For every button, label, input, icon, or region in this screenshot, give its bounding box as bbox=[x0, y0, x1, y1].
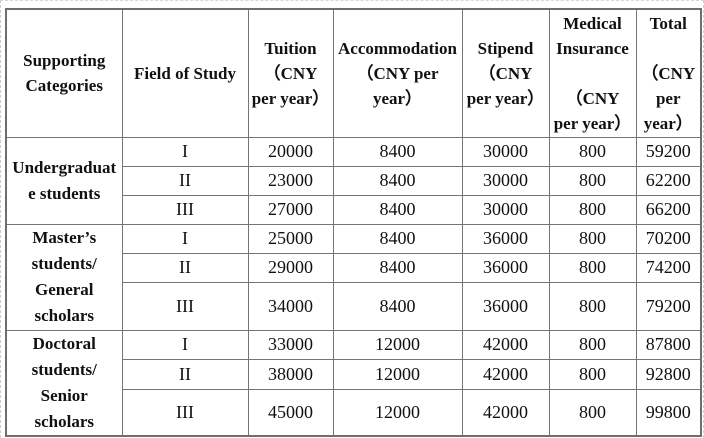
cell-field: II bbox=[121, 359, 249, 391]
cell-total: 74200 bbox=[635, 252, 702, 283]
header-tuition: Tuition （CNY per year） bbox=[247, 8, 334, 138]
header-stipend: Stipend （CNY per year） bbox=[461, 8, 550, 138]
cell-field: III bbox=[121, 194, 249, 225]
header-medical-insurance: Medical Insurance （CNY per year） bbox=[548, 8, 637, 138]
cell-total: 66200 bbox=[635, 194, 702, 225]
table-row: Master’s students/ General scholars I 25… bbox=[5, 223, 702, 331]
table-row: II 38000 12000 42000 800 92800 bbox=[6, 359, 702, 391]
cell-field: I bbox=[121, 136, 249, 167]
table-row: Doctoral students/ Senior scholars I 330… bbox=[5, 329, 702, 436]
cell-field: II bbox=[121, 252, 249, 283]
cell-medical-insurance: 800 bbox=[548, 329, 637, 361]
cell-field: I bbox=[121, 223, 249, 254]
table-row: III 45000 12000 42000 800 99800 bbox=[6, 389, 702, 436]
cell-medical-insurance: 800 bbox=[548, 165, 637, 196]
header-field-of-study: Field of Study bbox=[121, 8, 249, 138]
cell-accommodation: 8400 bbox=[332, 281, 463, 331]
cell-field: II bbox=[121, 165, 249, 196]
cell-field: III bbox=[121, 281, 249, 331]
category-doctoral-senior: Doctoral students/ Senior scholars bbox=[5, 329, 123, 436]
cell-total: 99800 bbox=[635, 389, 702, 436]
header-row: Supporting Categories Field of Study Tui… bbox=[5, 8, 702, 138]
header-total: Total （CNY per year） bbox=[635, 8, 702, 138]
cell-stipend: 42000 bbox=[461, 389, 550, 436]
scholarship-table: Supporting Categories Field of Study Tui… bbox=[5, 8, 702, 437]
cell-medical-insurance: 800 bbox=[548, 194, 637, 225]
cell-total: 62200 bbox=[635, 165, 702, 196]
cell-medical-insurance: 800 bbox=[548, 223, 637, 254]
cell-stipend: 36000 bbox=[461, 281, 550, 331]
cell-accommodation: 12000 bbox=[332, 389, 463, 436]
table-row: III 34000 8400 36000 800 79200 bbox=[6, 281, 702, 331]
cell-stipend: 30000 bbox=[461, 194, 550, 225]
cell-tuition: 27000 bbox=[247, 194, 334, 225]
cell-tuition: 25000 bbox=[247, 223, 334, 254]
cell-tuition: 33000 bbox=[247, 329, 334, 361]
table-row: II 29000 8400 36000 800 74200 bbox=[6, 252, 702, 283]
category-masters-general: Master’s students/ General scholars bbox=[5, 223, 123, 331]
cell-stipend: 42000 bbox=[461, 329, 550, 361]
cell-medical-insurance: 800 bbox=[548, 359, 637, 391]
cell-field: I bbox=[121, 329, 249, 361]
cell-stipend: 42000 bbox=[461, 359, 550, 391]
table-row: Undergraduat e students I 20000 8400 300… bbox=[5, 136, 702, 225]
cell-tuition: 20000 bbox=[247, 136, 334, 167]
cell-medical-insurance: 800 bbox=[548, 389, 637, 436]
cell-total: 87800 bbox=[635, 329, 702, 361]
cell-accommodation: 8400 bbox=[332, 136, 463, 167]
cell-stipend: 36000 bbox=[461, 223, 550, 254]
cell-medical-insurance: 800 bbox=[548, 281, 637, 331]
cell-accommodation: 8400 bbox=[332, 165, 463, 196]
category-undergraduate: Undergraduat e students bbox=[5, 136, 123, 225]
cell-stipend: 30000 bbox=[461, 136, 550, 167]
cell-accommodation: 8400 bbox=[332, 223, 463, 254]
cell-tuition: 34000 bbox=[247, 281, 334, 331]
cell-medical-insurance: 800 bbox=[548, 136, 637, 167]
cell-tuition: 29000 bbox=[247, 252, 334, 283]
cell-accommodation: 12000 bbox=[332, 359, 463, 391]
cell-medical-insurance: 800 bbox=[548, 252, 637, 283]
cell-total: 70200 bbox=[635, 223, 702, 254]
cell-total: 92800 bbox=[635, 359, 702, 391]
header-accommodation: Accommodation （CNY per year） bbox=[332, 8, 463, 138]
cell-field: III bbox=[121, 389, 249, 436]
header-supporting-categories: Supporting Categories bbox=[5, 8, 123, 138]
cell-accommodation: 12000 bbox=[332, 329, 463, 361]
cell-tuition: 38000 bbox=[247, 359, 334, 391]
cell-stipend: 30000 bbox=[461, 165, 550, 196]
cell-stipend: 36000 bbox=[461, 252, 550, 283]
cell-accommodation: 8400 bbox=[332, 252, 463, 283]
cell-accommodation: 8400 bbox=[332, 194, 463, 225]
cell-tuition: 45000 bbox=[247, 389, 334, 436]
cell-total: 59200 bbox=[635, 136, 702, 167]
cell-tuition: 23000 bbox=[247, 165, 334, 196]
cell-total: 79200 bbox=[635, 281, 702, 331]
